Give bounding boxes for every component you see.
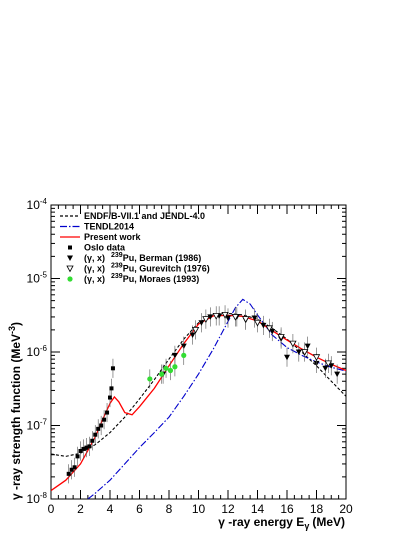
marker-square (109, 386, 114, 391)
x-tick-label: 6 (136, 502, 143, 516)
marker-square (105, 410, 110, 415)
marker-triangle-filled (328, 363, 335, 369)
marker-triangle-open (324, 360, 332, 368)
marker-square (69, 467, 74, 472)
marker-triangle-filled (284, 354, 290, 361)
marker-square (68, 245, 72, 250)
marker-triangle-open (231, 314, 240, 321)
marker-triangle-open (253, 319, 262, 327)
y-tick-label: 10-7 (27, 418, 48, 433)
x-axis-unit: (MeV) (312, 515, 345, 529)
legend-entry: ENDF/B-VII.1 and JENDL-4.0 (84, 211, 205, 221)
marker-square (78, 448, 83, 453)
marker-square (102, 417, 107, 422)
marker-square (110, 366, 115, 371)
marker-square (72, 465, 77, 470)
marker-triangle-filled (260, 322, 267, 329)
marker-triangle-filled (251, 315, 258, 322)
marker-circle (167, 367, 174, 374)
x-tick-label: 4 (107, 502, 114, 516)
x-axis-subscript: γ (304, 521, 309, 531)
marker-triangle-open (289, 340, 297, 348)
y-tick-label: 10-8 (27, 491, 48, 506)
legend-entry: (γ, x) 239Pu, Gurevitch (1976) (84, 263, 210, 274)
y-tick-labels: 10-8 10-7 10-6 10-5 10-4 (27, 197, 48, 506)
legend-entry: (γ, x) 239Pu, Moraes (1993) (84, 273, 199, 284)
y-tick-label: 10-5 (27, 271, 48, 286)
x-tick-label: 18 (310, 502, 324, 516)
curve-dashdot (87, 298, 346, 499)
x-tick-labels: 0 2 4 6 8 10 12 14 16 18 20 (48, 502, 353, 516)
marker-triangle-filled (304, 343, 311, 350)
marker-triangle-open (202, 316, 210, 323)
y-axis-close: ) (9, 322, 23, 326)
marker-circle (67, 276, 73, 282)
marker-square (81, 446, 86, 451)
x-tick-label: 0 (48, 502, 55, 516)
x-tick-label: 16 (280, 502, 294, 516)
marker-triangle-open (191, 326, 200, 334)
marker-circle (163, 365, 169, 371)
marker-triangle-open (301, 349, 309, 356)
marker-triangle-filled (207, 314, 214, 320)
marker-square (96, 426, 101, 431)
x-tick-label: 2 (77, 502, 84, 516)
marker-triangle-filled (171, 352, 178, 359)
x-tick-label: 20 (339, 502, 353, 516)
curve-dashed (51, 312, 346, 457)
legend: ENDF/B-VII.1 and JENDL-4.0TENDL2014Prese… (60, 211, 210, 284)
marker-triangle-open (265, 325, 273, 333)
marker-square (99, 423, 104, 428)
x-tick-label: 14 (251, 502, 265, 516)
marker-square (108, 395, 112, 400)
marker-triangle-open (66, 265, 74, 273)
x-tick-label: 10 (192, 502, 206, 516)
marker-triangle-filled (334, 371, 341, 378)
legend-entry: (γ, x) 239Pu, Berman (1986) (84, 252, 201, 263)
marker-triangle-filled (295, 349, 302, 355)
x-axis-label: γ -ray energy E (218, 515, 304, 529)
y-axis-label: γ -ray strength function (MeV (9, 334, 23, 500)
curve-solid (51, 314, 346, 492)
model-curves (51, 298, 346, 499)
y-tick-label: 10-6 (27, 344, 48, 359)
marker-square (87, 444, 92, 449)
marker-triangle-open (277, 334, 285, 341)
marker-triangle-filled (269, 329, 276, 335)
axis-ticks (50, 205, 347, 500)
marker-triangle-filled (189, 332, 196, 339)
marker-square (84, 445, 89, 450)
marker-triangle-filled (67, 255, 73, 261)
y-tick-label: 10-4 (27, 197, 48, 212)
marker-circle (181, 352, 187, 358)
legend-entry: TENDL2014 (84, 222, 134, 232)
legend-entry: Oslo data (84, 243, 126, 253)
marker-square (90, 438, 95, 443)
x-axis-title: γ -ray energy Eγ (MeV) (218, 515, 345, 531)
marker-circle (172, 364, 178, 370)
marker-circle (147, 376, 153, 382)
marker-triangle-filled (198, 320, 205, 326)
marker-square (66, 471, 71, 476)
legend-entry: Present work (84, 232, 142, 242)
y-axis-superscript: -3 (7, 326, 17, 334)
marker-circle (159, 371, 165, 377)
x-tick-label: 8 (166, 502, 173, 516)
marker-triangle-open (221, 311, 229, 319)
marker-square (75, 454, 80, 459)
marker-triangle-open (212, 312, 220, 320)
data-markers (66, 305, 341, 484)
marker-triangle-filled (225, 315, 231, 322)
marker-triangle-filled (322, 365, 329, 372)
marker-square (93, 432, 98, 437)
marker-triangle-open (312, 354, 321, 362)
marker-triangle-open (242, 316, 250, 323)
y-axis-title: γ -ray strength function (MeV-3) (7, 322, 23, 500)
x-tick-label: 12 (221, 502, 235, 516)
